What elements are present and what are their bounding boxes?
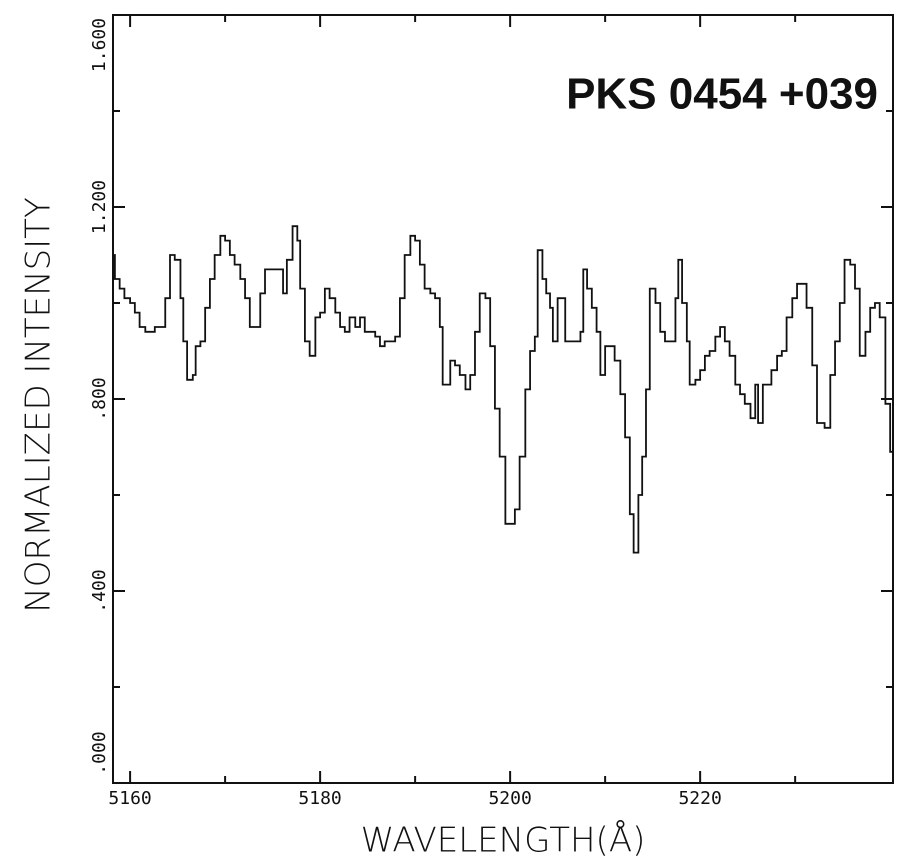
x-tick-label: 5160 [108, 788, 151, 809]
chart-title: PKS 0454 +039 [566, 70, 878, 119]
x-tick-label: 5220 [678, 788, 721, 809]
y-tick-label: .800 [89, 377, 110, 420]
y-tick-label: 1.200 [89, 180, 110, 234]
y-axis-label: NORMALIZED INTENSITY [19, 197, 59, 612]
y-tick-label: .000 [89, 731, 110, 774]
x-tick-label: 5180 [298, 788, 341, 809]
x-tick-label: 5200 [488, 788, 531, 809]
y-tick-label: 1.600 [89, 18, 110, 72]
y-tick-label: .400 [89, 569, 110, 612]
x-axis-label: WAVELENGTH(Å) [361, 821, 646, 861]
spectrum-line [113, 225, 893, 554]
plot-frame [112, 14, 894, 784]
